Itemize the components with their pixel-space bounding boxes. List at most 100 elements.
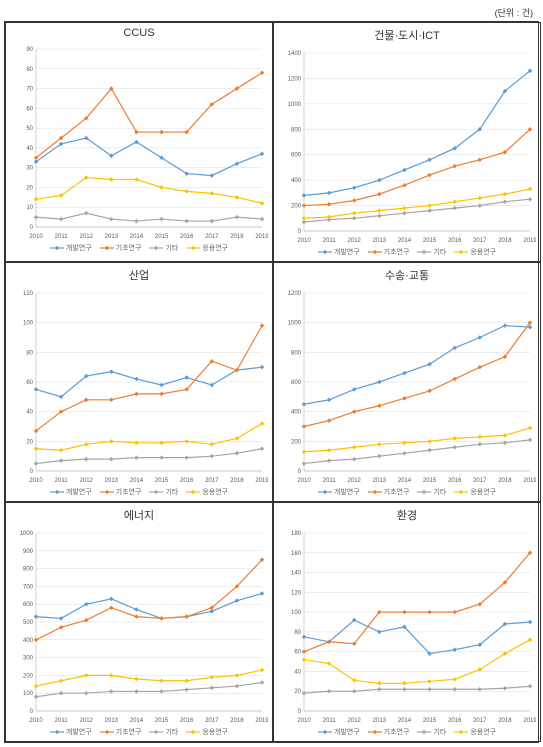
svg-text:2014: 2014 [398,718,412,724]
svg-text:0: 0 [30,709,34,715]
svg-text:1400: 1400 [288,51,302,57]
svg-text:100: 100 [291,610,302,616]
svg-text:300: 300 [23,656,34,662]
legend-label: 기초연구 [384,487,410,497]
svg-text:2019: 2019 [255,234,268,240]
legend-label: 개발연구 [334,487,360,497]
chart-grid: CCUS010203040506070809020102011201220132… [4,21,539,743]
svg-text:2016: 2016 [180,718,194,724]
legend-label: 응용연구 [202,487,228,497]
svg-text:0: 0 [298,709,302,715]
legend-item: 개발연구 [50,727,92,737]
svg-text:200: 200 [291,204,302,210]
chart-cell-industry: 산업02040608010012020102011201220132014201… [5,262,273,502]
svg-text:1200: 1200 [288,76,302,82]
svg-text:2017: 2017 [473,238,487,244]
svg-text:2017: 2017 [473,478,487,484]
legend-item: 개발연구 [318,727,360,737]
legend-item: 기타 [417,487,446,497]
svg-text:2018: 2018 [230,718,244,724]
svg-text:2013: 2013 [105,478,119,484]
legend-label: 기타 [165,243,178,253]
chart-cell-energy: 에너지0100200300400500600700800900100020102… [5,502,273,742]
svg-text:2011: 2011 [55,718,69,724]
svg-text:2015: 2015 [155,478,169,484]
svg-text:40: 40 [26,410,33,416]
svg-text:180: 180 [291,531,302,537]
svg-text:80: 80 [26,67,33,73]
legend-item: 기타 [417,727,446,737]
svg-text:2012: 2012 [80,234,94,240]
chart-title: 에너지 [10,507,268,523]
chart-title: 수송·교통 [278,267,536,283]
svg-text:2015: 2015 [155,234,169,240]
legend-item: 기초연구 [100,243,142,253]
svg-text:500: 500 [23,620,34,626]
legend-item: 응용연구 [454,247,496,257]
legend-label: 개발연구 [66,727,92,737]
svg-text:20: 20 [294,689,301,695]
svg-text:400: 400 [291,178,302,184]
legend-label: 개발연구 [334,727,360,737]
svg-text:1200: 1200 [288,291,302,297]
svg-text:2010: 2010 [29,234,43,240]
legend: 개발연구 기초연구 기타 응용연구 [10,727,268,737]
svg-text:60: 60 [26,106,33,112]
svg-text:2014: 2014 [398,478,412,484]
legend-item: 기초연구 [100,487,142,497]
svg-text:2014: 2014 [398,238,412,244]
legend: 개발연구 기초연구 기타 응용연구 [278,247,536,257]
legend-item: 응용연구 [186,243,228,253]
legend-label: 개발연구 [66,487,92,497]
svg-text:2019: 2019 [523,238,536,244]
legend-label: 기타 [165,727,178,737]
svg-text:100: 100 [23,321,34,327]
svg-text:0: 0 [30,469,34,475]
legend-label: 기타 [433,247,446,257]
legend-item: 기초연구 [368,487,410,497]
svg-text:2012: 2012 [80,478,94,484]
legend-item: 응용연구 [186,487,228,497]
svg-text:2013: 2013 [373,238,387,244]
svg-text:600: 600 [291,153,302,159]
svg-text:2015: 2015 [423,718,437,724]
svg-text:1000: 1000 [288,102,302,108]
svg-text:400: 400 [23,638,34,644]
svg-text:20: 20 [26,439,33,445]
svg-text:2012: 2012 [348,238,362,244]
svg-text:30: 30 [26,166,33,172]
svg-text:2017: 2017 [205,234,219,240]
chart-title: 산업 [10,267,268,283]
chart-cell-bldg: 건물·도시·ICT0200400600800100012001400201020… [273,22,541,262]
legend-item: 개발연구 [318,247,360,257]
svg-text:2017: 2017 [205,478,219,484]
svg-text:40: 40 [26,146,33,152]
svg-text:0: 0 [298,229,302,235]
svg-text:2018: 2018 [498,478,512,484]
svg-text:2016: 2016 [448,478,462,484]
legend-label: 기초연구 [116,727,142,737]
svg-text:2011: 2011 [323,238,337,244]
svg-text:2010: 2010 [29,718,43,724]
legend-label: 기초연구 [116,243,142,253]
legend: 개발연구 기초연구 기타 응용연구 [278,487,536,497]
svg-text:20: 20 [26,185,33,191]
svg-text:50: 50 [26,126,33,132]
svg-text:0: 0 [298,469,302,475]
svg-text:0: 0 [30,225,34,231]
legend-label: 기초연구 [116,487,142,497]
legend-item: 응용연구 [454,487,496,497]
svg-text:2012: 2012 [348,718,362,724]
legend: 개발연구 기초연구 기타 응용연구 [278,727,536,737]
legend: 개발연구 기초연구 기타 응용연구 [10,243,268,253]
svg-text:80: 80 [294,630,301,636]
svg-text:800: 800 [291,350,302,356]
svg-text:70: 70 [26,87,33,93]
chart-title: CCUS [10,27,268,39]
svg-text:2015: 2015 [423,478,437,484]
svg-text:2016: 2016 [448,238,462,244]
legend-label: 개발연구 [66,243,92,253]
svg-text:2014: 2014 [130,234,144,240]
chart-cell-env: 환경02040608010012014016018020102011201220… [273,502,541,742]
legend-item: 응용연구 [454,727,496,737]
